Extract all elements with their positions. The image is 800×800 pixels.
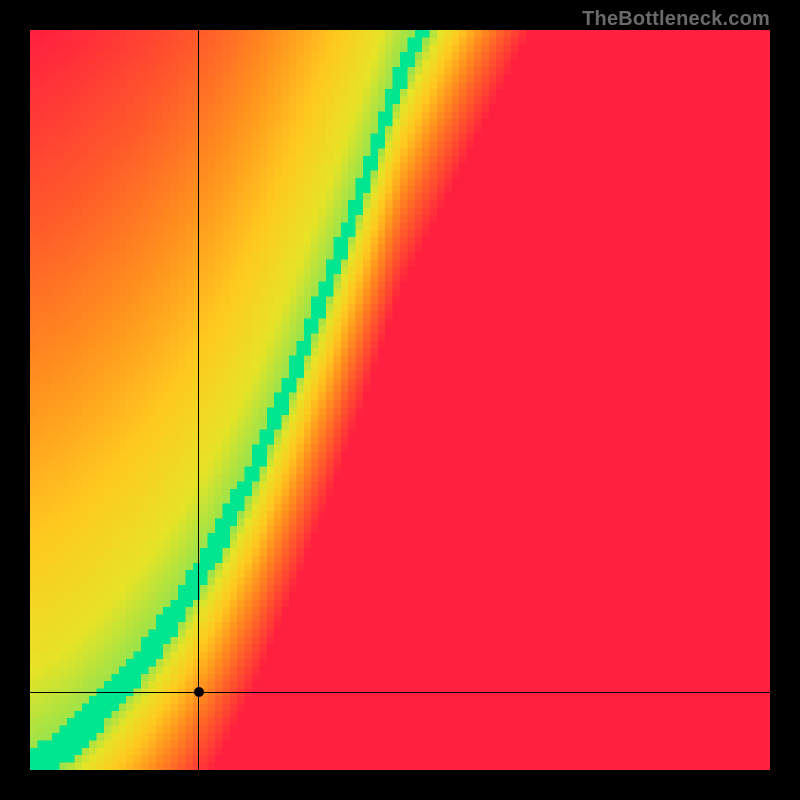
watermark-text: TheBottleneck.com xyxy=(582,8,770,31)
crosshair-vertical xyxy=(198,30,199,770)
crosshair-horizontal xyxy=(30,692,770,693)
heatmap-canvas xyxy=(30,30,770,770)
chart-container: TheBottleneck.com xyxy=(0,0,800,800)
crosshair-dot xyxy=(194,687,204,697)
